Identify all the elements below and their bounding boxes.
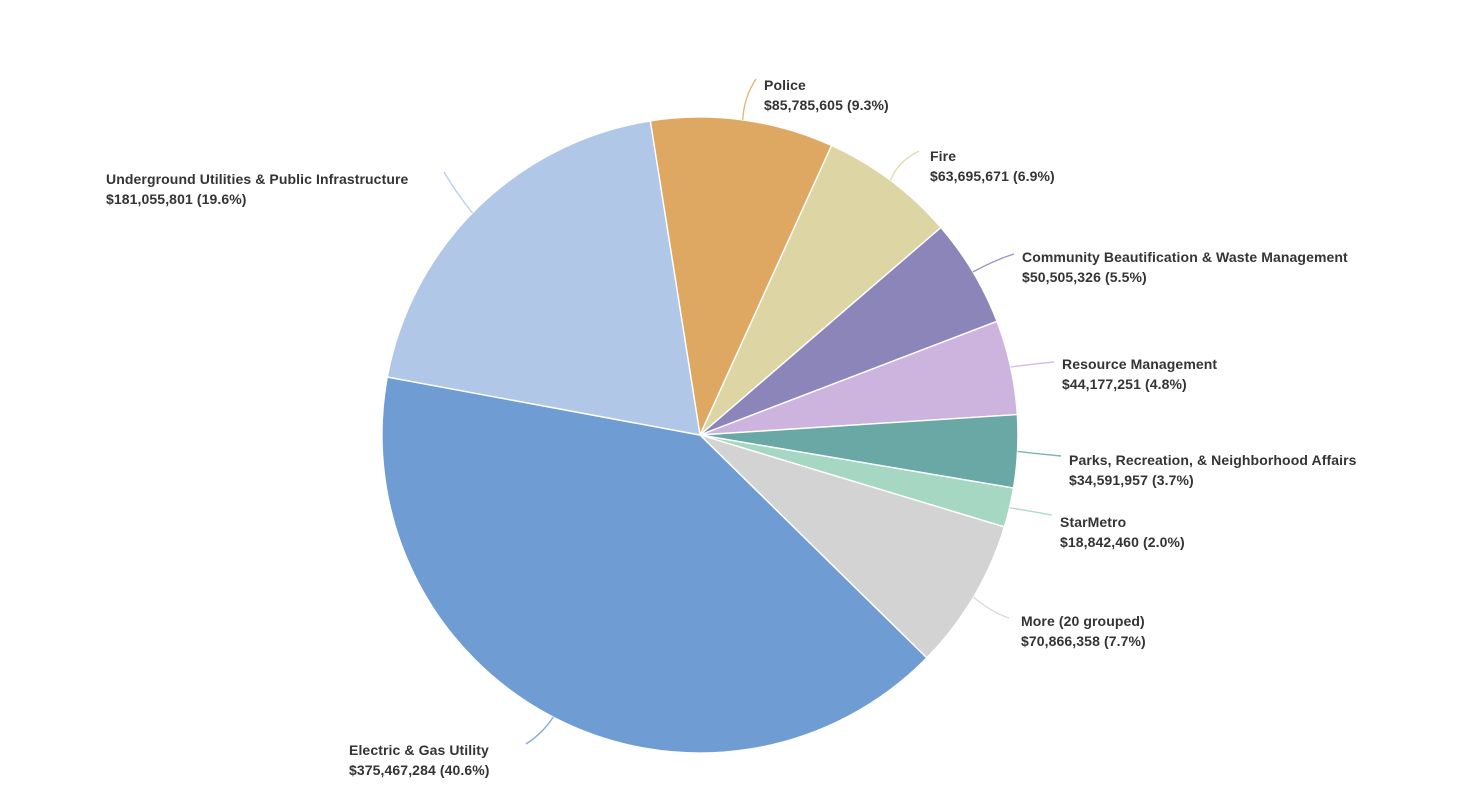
slice-label-community-beautification-waste-management[interactable]: Community Beautification & Waste Managem… xyxy=(1022,247,1348,287)
slice-label-parks-recreation-neighborhood-affairs[interactable]: Parks, Recreation, & Neighborhood Affair… xyxy=(1069,450,1357,490)
slice-label-amount: $70,866,358 (7.7%) xyxy=(1021,633,1146,649)
slice-label-resource-management[interactable]: Resource Management $44,177,251 (4.8%) xyxy=(1062,354,1217,394)
slice-label-starmetro[interactable]: StarMetro $18,842,460 (2.0%) xyxy=(1060,512,1185,552)
slice-label-name: More (20 grouped) xyxy=(1021,613,1145,629)
slice-label-name: Police xyxy=(764,77,806,93)
slice-label-name: Parks, Recreation, & Neighborhood Affair… xyxy=(1069,452,1357,468)
leader-line-parks-recreation-neighborhood-affairs xyxy=(1017,450,1062,457)
leader-line-community-beautification-waste-management xyxy=(972,253,1015,273)
leader-line-police xyxy=(742,78,757,120)
pie-slice-police[interactable] xyxy=(649,116,833,436)
slice-label-electric-gas-utility[interactable]: Electric & Gas Utility $375,467,284 (40.6… xyxy=(349,740,490,780)
pie-slice-underground-utilities-public-infrastructure[interactable] xyxy=(386,120,701,436)
pie-slice-electric-gas-utility[interactable] xyxy=(381,376,928,754)
leader-line-underground-utilities-public-infrastructure xyxy=(443,171,473,214)
leader-line-starmetro xyxy=(1009,507,1053,516)
pie-slice-fire[interactable] xyxy=(699,144,942,436)
slice-label-fire[interactable]: Fire $63,695,671 (6.9%) xyxy=(930,146,1055,186)
leader-line-electric-gas-utility xyxy=(525,716,554,745)
slice-label-name: Resource Management xyxy=(1062,356,1218,372)
slice-label-name: StarMetro xyxy=(1060,514,1127,530)
slice-label-amount: $375,467,284 (40.6%) xyxy=(349,762,490,778)
slice-label-amount: $63,695,671 (6.9%) xyxy=(930,168,1055,184)
leader-line-fire xyxy=(890,150,920,181)
slice-label-name: Community Beautification & Waste Managem… xyxy=(1022,249,1348,265)
slice-label-amount: $34,591,957 (3.7%) xyxy=(1069,472,1194,488)
slice-label-more-20-grouped[interactable]: More (20 grouped) $70,866,358 (7.7%) xyxy=(1021,611,1146,651)
leader-line-more-20-grouped xyxy=(973,596,1010,619)
slice-label-amount: $85,785,605 (9.3%) xyxy=(764,97,889,113)
slice-label-amount: $44,177,251 (4.8%) xyxy=(1062,376,1187,392)
slice-label-amount: $18,842,460 (2.0%) xyxy=(1060,534,1185,550)
slice-label-underground-utilities-public-infrastructure[interactable]: Underground Utilities & Public Infrastru… xyxy=(106,169,408,209)
slice-label-police[interactable]: Police $85,785,605 (9.3%) xyxy=(764,75,889,115)
pie-slice-more-20-grouped[interactable] xyxy=(699,434,1006,659)
slice-label-name: Underground Utilities & Public Infrastru… xyxy=(106,171,409,187)
slice-label-name: Fire xyxy=(930,148,957,164)
slice-label-amount: $50,505,326 (5.5%) xyxy=(1022,269,1147,285)
leader-line-resource-management xyxy=(1010,361,1055,368)
slice-label-amount: $181,055,801 (19.6%) xyxy=(106,191,247,207)
slice-label-name: Electric & Gas Utility xyxy=(349,742,489,758)
